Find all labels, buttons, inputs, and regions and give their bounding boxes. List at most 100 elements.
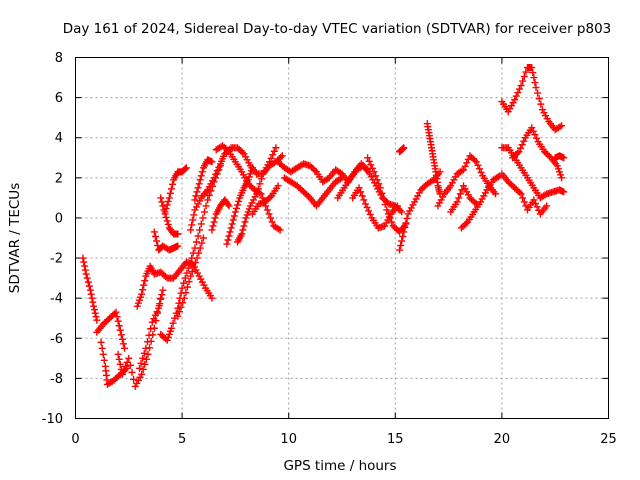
data-point-marker — [556, 123, 564, 131]
data-point-marker — [223, 146, 231, 154]
data-point-marker — [241, 218, 249, 226]
data-point-marker — [182, 289, 190, 297]
data-point-marker — [512, 92, 520, 100]
data-point-marker — [458, 186, 466, 194]
data-point-marker — [338, 174, 346, 182]
data-point-marker — [400, 228, 408, 236]
data-point-marker — [200, 208, 208, 216]
data-point-marker — [196, 244, 204, 252]
data-point-marker — [196, 226, 204, 234]
x-tick-label: 20 — [494, 432, 511, 447]
data-point-marker — [164, 197, 172, 205]
data-point-marker — [153, 237, 161, 245]
data-point-marker — [515, 148, 523, 156]
x-tick-label: 25 — [600, 432, 617, 447]
data-point-marker — [180, 279, 188, 287]
data-point-marker — [545, 152, 553, 160]
data-point-marker — [169, 319, 177, 327]
data-point-marker — [531, 131, 539, 139]
data-point-marker — [199, 214, 207, 222]
data-point-marker — [235, 197, 243, 205]
data-point-marker — [161, 208, 169, 216]
data-point-marker — [198, 168, 206, 176]
data-point-marker — [543, 202, 551, 210]
data-point-marker — [358, 163, 366, 171]
data-point-marker — [122, 362, 130, 370]
data-point-marker — [272, 144, 280, 152]
data-point-marker — [224, 236, 232, 244]
data-point-marker — [522, 202, 530, 210]
data-point-marker — [403, 214, 411, 222]
data-point-marker — [226, 228, 234, 236]
data-point-marker — [529, 127, 537, 135]
data-point-marker — [147, 325, 155, 333]
data-point-marker — [474, 161, 482, 169]
data-point-marker — [476, 165, 484, 173]
data-point-marker — [560, 188, 568, 196]
data-point-marker — [210, 174, 218, 182]
data-point-marker — [378, 189, 386, 197]
data-point-marker — [224, 200, 232, 208]
data-point-marker — [256, 180, 264, 188]
data-point-marker — [357, 188, 365, 196]
data-point-marker — [265, 210, 273, 218]
data-point-marker — [119, 340, 127, 348]
data-point-marker — [517, 144, 525, 152]
data-point-marker — [114, 317, 122, 325]
data-point-marker — [166, 189, 174, 197]
data-point-marker — [453, 198, 461, 206]
data-point-marker — [193, 188, 201, 196]
data-point-marker — [100, 356, 108, 364]
data-point-marker — [560, 154, 568, 162]
data-point-marker — [274, 182, 282, 190]
data-point-marker — [198, 239, 206, 247]
data-point-marker — [150, 228, 158, 236]
data-point-marker — [240, 222, 248, 230]
data-point-marker — [528, 124, 536, 132]
data-point-marker — [183, 283, 191, 291]
data-point-marker — [535, 95, 543, 103]
data-point-marker — [195, 249, 203, 257]
data-point-marker — [267, 214, 275, 222]
data-point-marker — [91, 309, 99, 317]
data-point-marker — [128, 368, 136, 376]
data-point-marker — [92, 313, 100, 321]
data-point-marker — [194, 232, 202, 240]
data-point-marker — [534, 89, 542, 97]
data-point-marker — [462, 219, 470, 227]
data-point-marker — [150, 315, 158, 323]
data-point-marker — [82, 270, 90, 278]
data-point-marker — [144, 350, 152, 358]
data-point-marker — [140, 281, 148, 289]
data-point-marker — [492, 190, 500, 198]
data-point-marker — [471, 156, 479, 164]
data-point-marker — [112, 308, 120, 316]
data-point-marker — [158, 198, 166, 206]
data-point-marker — [138, 290, 146, 298]
data-point-marker — [157, 194, 165, 202]
data-point-marker — [93, 316, 101, 324]
chart-title: Day 161 of 2024, Sidereal Day-to-day VTE… — [63, 21, 612, 37]
data-point-marker — [477, 168, 485, 176]
data-point-marker — [185, 278, 193, 286]
data-point-marker — [239, 226, 247, 234]
y-axis-label: SDTVAR / TECUs — [7, 183, 23, 293]
data-point-marker — [517, 82, 525, 90]
y-tick-label: -8 — [50, 372, 63, 387]
data-point-marker — [115, 322, 123, 330]
data-point-marker — [397, 242, 405, 250]
data-point-marker — [494, 173, 502, 181]
data-point-marker — [531, 79, 539, 87]
data-point-marker — [163, 201, 171, 209]
data-point-marker — [398, 237, 406, 245]
data-point-marker — [456, 190, 464, 198]
data-point-marker — [373, 176, 381, 184]
data-point-marker — [461, 162, 469, 170]
data-point-marker — [191, 196, 199, 204]
data-point-marker — [234, 201, 242, 209]
data-point-marker — [126, 361, 134, 369]
data-point-marker — [142, 355, 150, 363]
data-point-marker — [80, 258, 88, 266]
data-point-marker — [143, 338, 151, 346]
